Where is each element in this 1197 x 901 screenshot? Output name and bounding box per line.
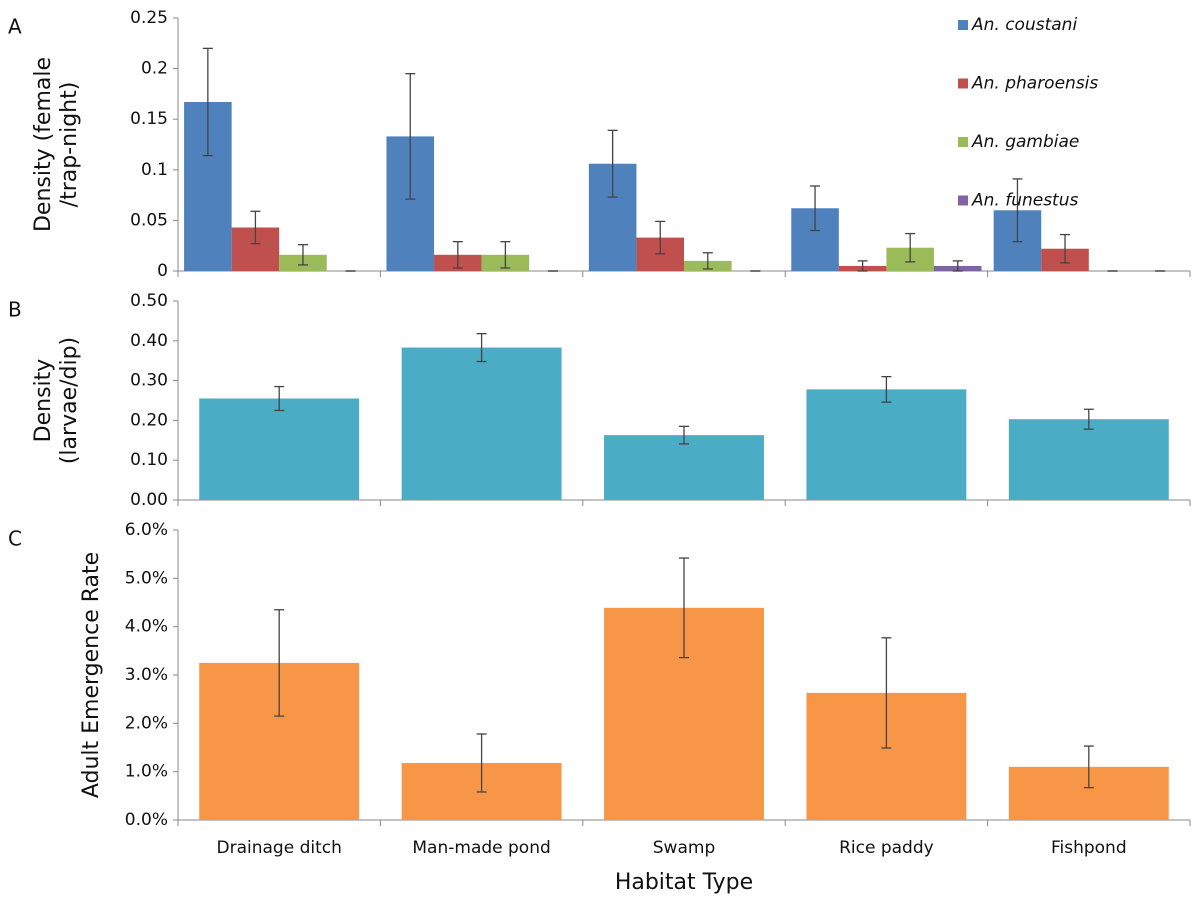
y-axis-title: /trap-night) [57, 82, 82, 208]
legend-label: An. pharoensis [971, 74, 1098, 94]
panel-label: B [8, 298, 22, 322]
y-tick-label: 0.15 [130, 109, 168, 129]
legend-label: An. coustani [971, 15, 1077, 35]
x-tick-label: Fishpond [1051, 838, 1127, 858]
y-axis-title: Density [31, 359, 56, 443]
y-tick-label: 0.20 [130, 410, 168, 430]
bar [604, 435, 764, 500]
legend-swatch [958, 78, 968, 89]
x-axis-title: Habitat Type [615, 870, 753, 895]
y-tick-label: 5.0% [125, 568, 168, 588]
y-tick-label: 0.0% [125, 810, 168, 830]
bar [1008, 419, 1169, 500]
x-tick-label: Swamp [653, 838, 715, 858]
y-tick-label: 0 [157, 261, 168, 281]
y-tick-label: 0.40 [130, 331, 168, 351]
y-tick-label: 0.30 [130, 371, 168, 391]
y-tick-label: 0.05 [130, 210, 168, 230]
legend-swatch [958, 137, 968, 147]
y-axis-title: Adult Emergence Rate [79, 552, 104, 798]
y-tick-label: 3.0% [125, 665, 168, 685]
bar [199, 398, 360, 500]
legend-swatch [958, 195, 968, 206]
y-tick-label: 0.25 [130, 8, 168, 28]
x-tick-label: Man-made pond [412, 838, 550, 858]
y-tick-label: 4.0% [125, 617, 168, 637]
y-tick-label: 2.0% [125, 713, 168, 733]
y-tick-label: 0.50 [130, 291, 168, 311]
y-tick-label: 6.0% [125, 520, 168, 540]
panel-label: A [8, 15, 22, 39]
y-axis-title: (larvae/dip) [57, 337, 82, 464]
y-tick-label: 0.1 [141, 160, 168, 180]
bar [806, 389, 967, 500]
y-tick-label: 1.0% [125, 762, 168, 782]
legend-swatch [958, 20, 968, 30]
x-tick-label: Drainage ditch [217, 838, 342, 858]
bar [401, 347, 562, 500]
y-tick-label: 0.2 [141, 59, 168, 79]
y-axis-title: Density (female [31, 57, 56, 232]
y-tick-label: 0.10 [130, 450, 168, 470]
x-tick-label: Rice paddy [839, 838, 934, 858]
legend-label: An. gambiae [971, 132, 1079, 152]
legend-label: An. funestus [971, 191, 1079, 211]
panel-label: C [8, 527, 22, 551]
y-tick-label: 0.00 [130, 490, 168, 510]
